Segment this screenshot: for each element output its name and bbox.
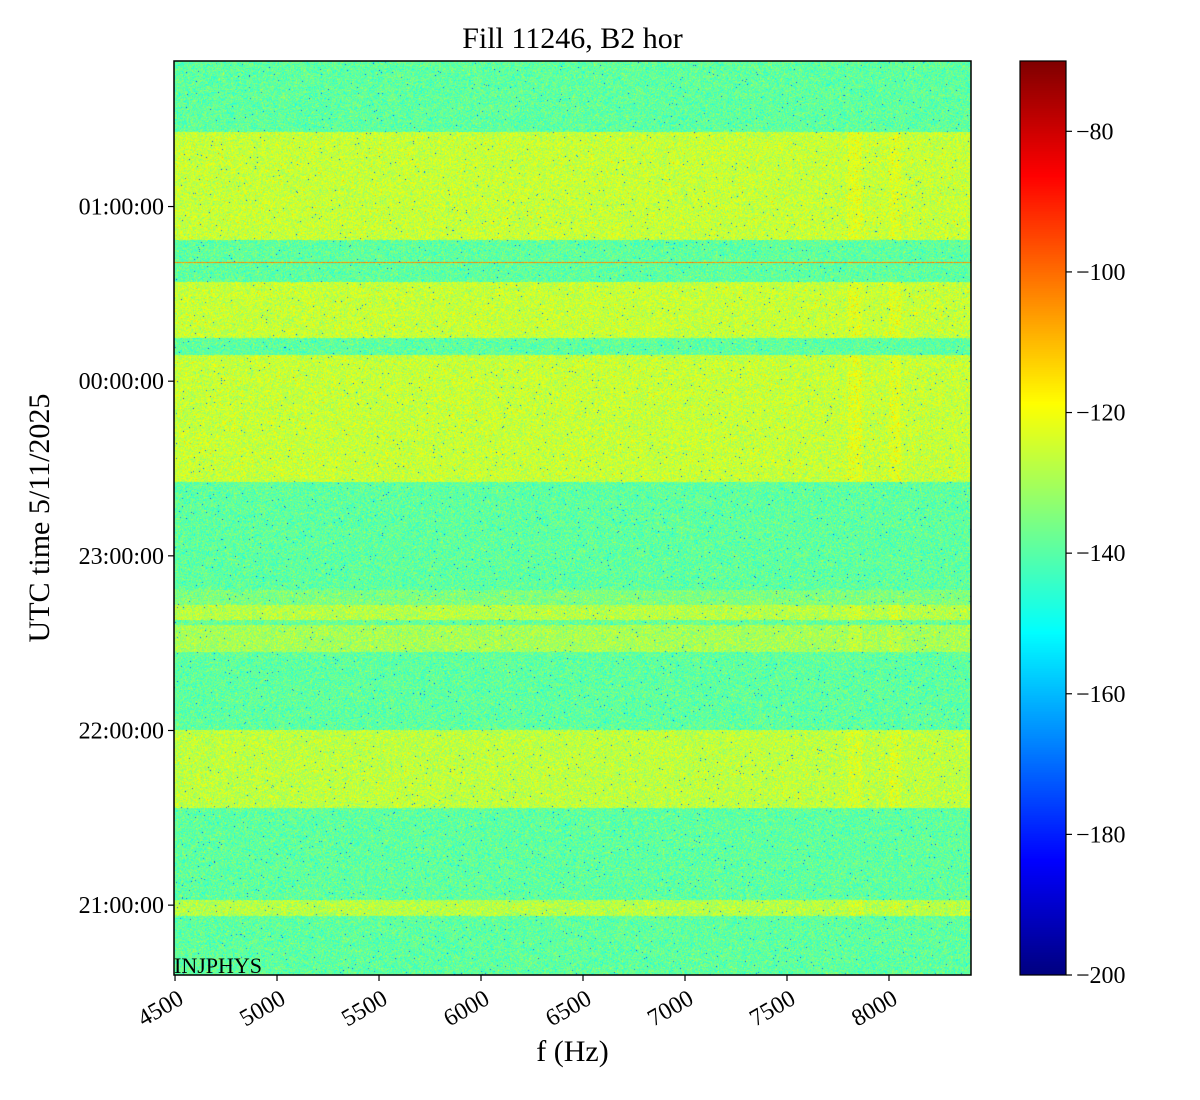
colorbar-tick-label: −120 bbox=[1076, 401, 1126, 427]
heatmap-band bbox=[174, 652, 971, 730]
heatmap-band bbox=[174, 482, 971, 590]
x-tick-label: 5000 bbox=[235, 986, 290, 1033]
colorbar-frame bbox=[1020, 61, 1066, 975]
spectrogram-figure: Fill 11246, B2 hor 4500 5000 5500 6000 6500 7… bbox=[0, 0, 1200, 1100]
colorbar-tick-label: −180 bbox=[1076, 822, 1126, 848]
heatmap-band bbox=[174, 338, 971, 355]
axes: 4500 5000 5500 6000 6500 7000 7500 8000 01:00:00… bbox=[0, 0, 1200, 1100]
heatmap-band bbox=[174, 620, 971, 625]
colorbar-tick-label: −80 bbox=[1076, 119, 1114, 145]
x-tick-label: 6000 bbox=[439, 986, 494, 1033]
x-tick-label: 5500 bbox=[337, 986, 392, 1033]
colorbar-tick-label: −200 bbox=[1076, 963, 1126, 989]
y-tick-label: 22:00:00 bbox=[79, 718, 164, 744]
heatmap-band bbox=[174, 730, 971, 808]
y-tick-label: 01:00:00 bbox=[79, 195, 164, 221]
heatmap-band bbox=[174, 240, 971, 282]
heatmap-band bbox=[174, 282, 971, 338]
x-tick-label: 7000 bbox=[643, 986, 698, 1033]
heatmap-band bbox=[174, 808, 971, 900]
y-tick-label: 21:00:00 bbox=[79, 893, 164, 919]
heatmap-band bbox=[174, 916, 971, 975]
heatmap-band bbox=[174, 132, 971, 240]
colorbar-tick-label: −140 bbox=[1076, 541, 1126, 567]
x-axis-label: f (Hz) bbox=[174, 1035, 971, 1069]
plot-frame bbox=[174, 61, 971, 975]
heatmap-band bbox=[174, 900, 971, 916]
x-tick-label: 4500 bbox=[133, 986, 188, 1033]
heatmap-band bbox=[174, 605, 971, 620]
y-tick-label: 23:00:00 bbox=[79, 544, 164, 570]
heatmap-band bbox=[174, 590, 971, 605]
colorbar-tick-label: −100 bbox=[1076, 260, 1126, 286]
y-axis-label: UTC time 5/11/2025 bbox=[23, 394, 57, 643]
x-tick-label: 6500 bbox=[541, 986, 596, 1033]
mode-annotation: INJPHYS bbox=[174, 955, 262, 977]
y-tick-label: 00:00:00 bbox=[79, 369, 164, 395]
heatmap-band bbox=[174, 61, 971, 132]
heatmap-band bbox=[174, 355, 971, 482]
x-tick-label: 8000 bbox=[847, 986, 902, 1033]
heatmap-band bbox=[174, 625, 971, 652]
colorbar-tick-label: −160 bbox=[1076, 682, 1126, 708]
x-tick-label: 7500 bbox=[745, 986, 800, 1033]
